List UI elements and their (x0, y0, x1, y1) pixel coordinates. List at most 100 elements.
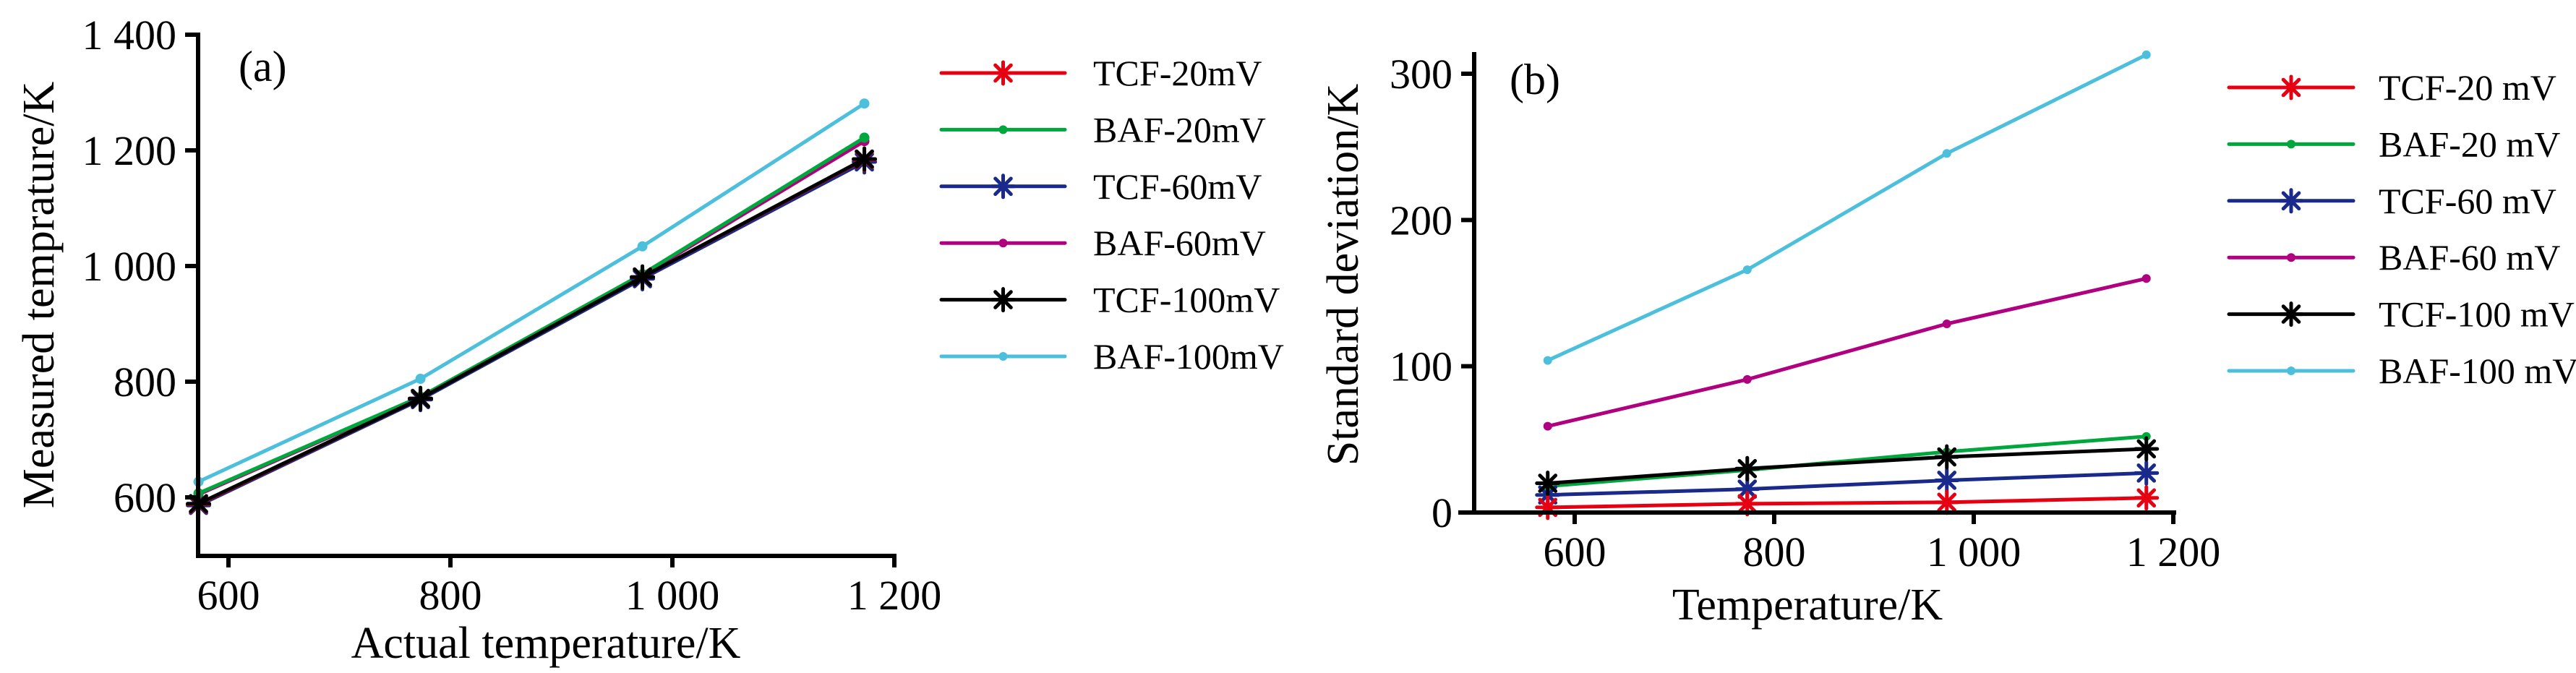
data-point-dot (1742, 374, 1752, 384)
legend-label: BAF-100mV (1093, 336, 1284, 377)
chart-panel-a: 600 800 1 000 1 200 1 400 600 800 1 000 1 200 (… (14, 12, 1284, 668)
legend-item: TCF-100 mV (2227, 294, 2575, 335)
legend-item: BAF-60mV (939, 223, 1266, 263)
series-line (1546, 434, 2149, 489)
y-tick-label: 0 (1432, 489, 1452, 536)
legend-label: BAF-20 mV (2379, 124, 2560, 164)
legend-marker-dot (2287, 366, 2295, 375)
data-point-asterisk (1734, 455, 1760, 481)
data-point-dot (1543, 421, 1552, 431)
series-line (1546, 496, 2149, 510)
legend-marker-asterisk (990, 173, 1016, 200)
data-point-dot (1942, 149, 1951, 158)
legend-label: TCF-20 mV (2379, 67, 2556, 108)
x-tick-label: 1 200 (2126, 528, 2221, 575)
data-point-asterisk (1934, 444, 1960, 470)
x-tick-label: 600 (197, 572, 260, 619)
legend-marker-asterisk (2278, 74, 2304, 100)
series-baf-60mv (193, 136, 870, 500)
x-tick-label: 1 000 (625, 572, 720, 619)
x-ticks-b: 600 800 1 000 1 200 (1544, 513, 2221, 575)
data-point-dot (1543, 356, 1552, 365)
legend-label: BAF-60mV (1093, 223, 1266, 263)
data-point-dot (637, 241, 648, 252)
x-axis-title-b: Temperature/K (1672, 580, 1943, 630)
panel-label-a: (a) (239, 43, 287, 90)
series-baf-100mv (193, 98, 870, 487)
legend-label: TCF-60mV (1093, 166, 1262, 207)
y-tick-label: 1 000 (82, 243, 177, 290)
legend-marker-asterisk (2278, 301, 2304, 327)
y-tick-label: 600 (114, 474, 176, 521)
legend-label: TCF-60 mV (2379, 181, 2556, 221)
legend-marker-asterisk (2278, 188, 2304, 214)
plot-area-a (186, 98, 878, 518)
y-axis-title-b: Standard deviation/K (1319, 83, 1368, 466)
y-tick-label: 1 400 (82, 12, 177, 59)
legend-b: TCF-20 mV BAF-20 mV TCF-60 mV BAF-60 mV TCF-… (2227, 67, 2576, 391)
y-ticks-a: 600 800 1 000 1 200 1 400 (82, 12, 198, 521)
legend-a: TCF-20mV BAF-20mV TCF-60mV BAF-60mV TCF-100m… (939, 53, 1284, 377)
y-tick-label: 300 (1390, 51, 1452, 98)
legend-marker-dot (2287, 253, 2295, 262)
x-ticks-a: 600 800 1 000 1 200 (197, 556, 942, 619)
legend-item: BAF-20mV (939, 109, 1266, 150)
legend-marker-asterisk (990, 60, 1016, 86)
series-line (197, 157, 867, 506)
data-point-asterisk (408, 385, 434, 411)
legend-label: TCF-20mV (1093, 53, 1262, 93)
legend-item: TCF-20 mV (2227, 67, 2556, 108)
chart-panel-b: 0 100 200 300 600 800 1 000 1 200 (b) Temperat… (1319, 50, 2576, 630)
x-tick-label: 800 (419, 572, 482, 619)
legend-item: BAF-20 mV (2227, 124, 2560, 164)
data-point-dot (1742, 265, 1752, 275)
data-point-dot (859, 132, 870, 143)
data-point-asterisk (2134, 436, 2160, 462)
data-point-asterisk (1734, 476, 1760, 502)
panel-label-b: (b) (1510, 56, 1560, 103)
legend-item: TCF-100mV (939, 280, 1280, 320)
data-point-asterisk (2134, 485, 2160, 511)
legend-label: BAF-100 mV (2379, 351, 2576, 391)
legend-item: BAF-60 mV (2227, 237, 2560, 278)
data-point-asterisk (852, 146, 878, 172)
y-tick-label: 200 (1390, 197, 1452, 244)
legend-marker-dot (2287, 140, 2295, 149)
x-tick-label: 600 (1544, 528, 1606, 575)
legend-item: TCF-60mV (939, 166, 1262, 207)
data-point-asterisk (1934, 489, 1960, 515)
data-point-dot (2141, 50, 2151, 59)
x-tick-label: 800 (1743, 528, 1806, 575)
data-point-asterisk (1535, 471, 1561, 497)
y-tick-label: 800 (114, 359, 176, 406)
data-point-dot (1942, 319, 1951, 328)
legend-marker-dot (998, 352, 1008, 361)
series-line (197, 135, 867, 495)
y-ticks-b: 0 100 200 300 (1390, 51, 1474, 536)
series-tcf-100mv (186, 146, 878, 517)
data-point-dot (415, 374, 426, 384)
legend-label: BAF-20mV (1093, 109, 1266, 150)
y-axis-title-a: Measured temprature/K (14, 82, 64, 509)
series-line (1546, 276, 2149, 429)
series-tcf-20mv (1535, 485, 2160, 520)
series-line (1546, 471, 2149, 497)
data-point-asterisk (1535, 494, 1561, 520)
data-point-dot (859, 98, 870, 109)
series-baf-20mv (193, 132, 870, 499)
series-baf-60mv (1543, 274, 2151, 431)
x-tick-label: 1 200 (847, 572, 942, 619)
series-line (197, 101, 867, 484)
legend-item: TCF-60 mV (2227, 181, 2556, 221)
series-line (1546, 53, 2149, 363)
legend-marker-dot (998, 239, 1008, 248)
data-point-asterisk (2134, 460, 2160, 486)
legend-label: TCF-100 mV (2379, 294, 2575, 335)
legend-label: TCF-100mV (1093, 280, 1280, 320)
legend-marker-dot (998, 125, 1008, 134)
x-tick-label: 1 000 (1927, 528, 2021, 575)
series-tcf-100mv (1535, 436, 2160, 497)
y-tick-label: 1 200 (82, 127, 177, 174)
series-line (197, 139, 867, 497)
